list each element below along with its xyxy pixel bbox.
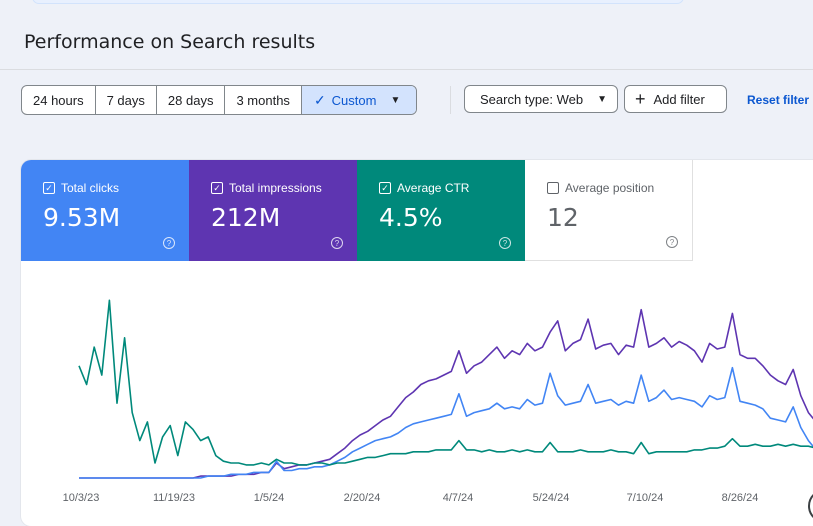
check-icon: ✓ — [313, 91, 326, 108]
caret-down-icon: ▼ — [597, 93, 607, 105]
date-range-28-days[interactable]: 28 days — [157, 86, 226, 114]
help-icon[interactable]: ? — [666, 236, 678, 248]
x-axis-tick-label: 8/26/24 — [722, 492, 759, 504]
add-filter-label: Add filter — [653, 91, 705, 107]
x-axis-tick-label: 5/24/24 — [533, 492, 570, 504]
search-type-dropdown[interactable]: Search type: Web ▼ — [464, 85, 618, 113]
top-banner-strip — [32, 0, 684, 4]
metric-value: 4.5% — [379, 203, 443, 232]
date-range-custom-label: Custom — [331, 92, 377, 108]
metric-label: Average position — [565, 181, 655, 195]
help-icon[interactable]: ? — [163, 237, 175, 249]
checkbox-checked-icon[interactable]: ✓ — [43, 182, 55, 194]
metric-value: 9.53M — [43, 203, 121, 232]
plus-icon: + — [635, 89, 646, 109]
series-line-total-impressions — [79, 308, 813, 479]
date-range-selector: 24 hours 7 days 28 days 3 months ✓ Custo… — [21, 85, 418, 115]
add-filter-button[interactable]: + Add filter — [624, 85, 727, 113]
search-type-label: Search type: Web — [480, 91, 584, 107]
x-axis-tick-label: 1/5/24 — [254, 492, 285, 504]
checkbox-unchecked-icon[interactable] — [547, 182, 559, 194]
metric-value: 12 — [547, 203, 579, 232]
caret-down-icon: ▼ — [390, 94, 401, 106]
performance-chart-card: ✓ Total clicks 9.53M ? ✓ Total impressio… — [21, 160, 813, 526]
performance-line-chart[interactable]: 10/3/23 11/19/23 1/5/24 2/20/24 4/7/24 5/24/2… — [21, 261, 813, 526]
x-axis-tick-label: 10/3/23 — [63, 492, 100, 504]
page-title: Performance on Search results — [24, 31, 316, 53]
series-line-total-clicks — [79, 366, 813, 479]
metric-card-average-ctr[interactable]: ✓ Average CTR 4.5% ? — [357, 160, 525, 261]
series-line-average-ctr — [78, 299, 813, 466]
metric-value: 212M — [211, 203, 281, 232]
metric-label: Total impressions — [229, 181, 322, 195]
help-icon[interactable]: ? — [331, 237, 343, 249]
metric-label: Average CTR — [397, 181, 470, 195]
metric-label: Total clicks — [61, 181, 120, 195]
metric-card-total-impressions[interactable]: ✓ Total impressions 212M ? — [189, 160, 357, 261]
x-axis-tick-label: 7/10/24 — [627, 492, 664, 504]
reset-filters-link[interactable]: Reset filter — [747, 93, 810, 107]
date-range-24-hours[interactable]: 24 hours — [22, 86, 96, 114]
x-axis-tick-label: 11/19/23 — [153, 492, 195, 504]
checkbox-checked-icon[interactable]: ✓ — [211, 182, 223, 194]
metric-card-total-clicks[interactable]: ✓ Total clicks 9.53M ? — [21, 160, 189, 261]
date-range-custom[interactable]: ✓ Custom ▼ — [301, 86, 417, 114]
metric-card-average-position[interactable]: Average position 12 ? — [525, 160, 693, 261]
checkbox-checked-icon[interactable]: ✓ — [379, 182, 391, 194]
filter-divider — [450, 86, 451, 114]
date-range-3-months[interactable]: 3 months — [225, 86, 302, 114]
date-range-7-days[interactable]: 7 days — [96, 86, 157, 114]
x-axis-tick-label: 4/7/24 — [443, 492, 474, 504]
header-divider — [0, 69, 813, 70]
x-axis-tick-label: 2/20/24 — [344, 492, 381, 504]
help-icon[interactable]: ? — [499, 237, 511, 249]
